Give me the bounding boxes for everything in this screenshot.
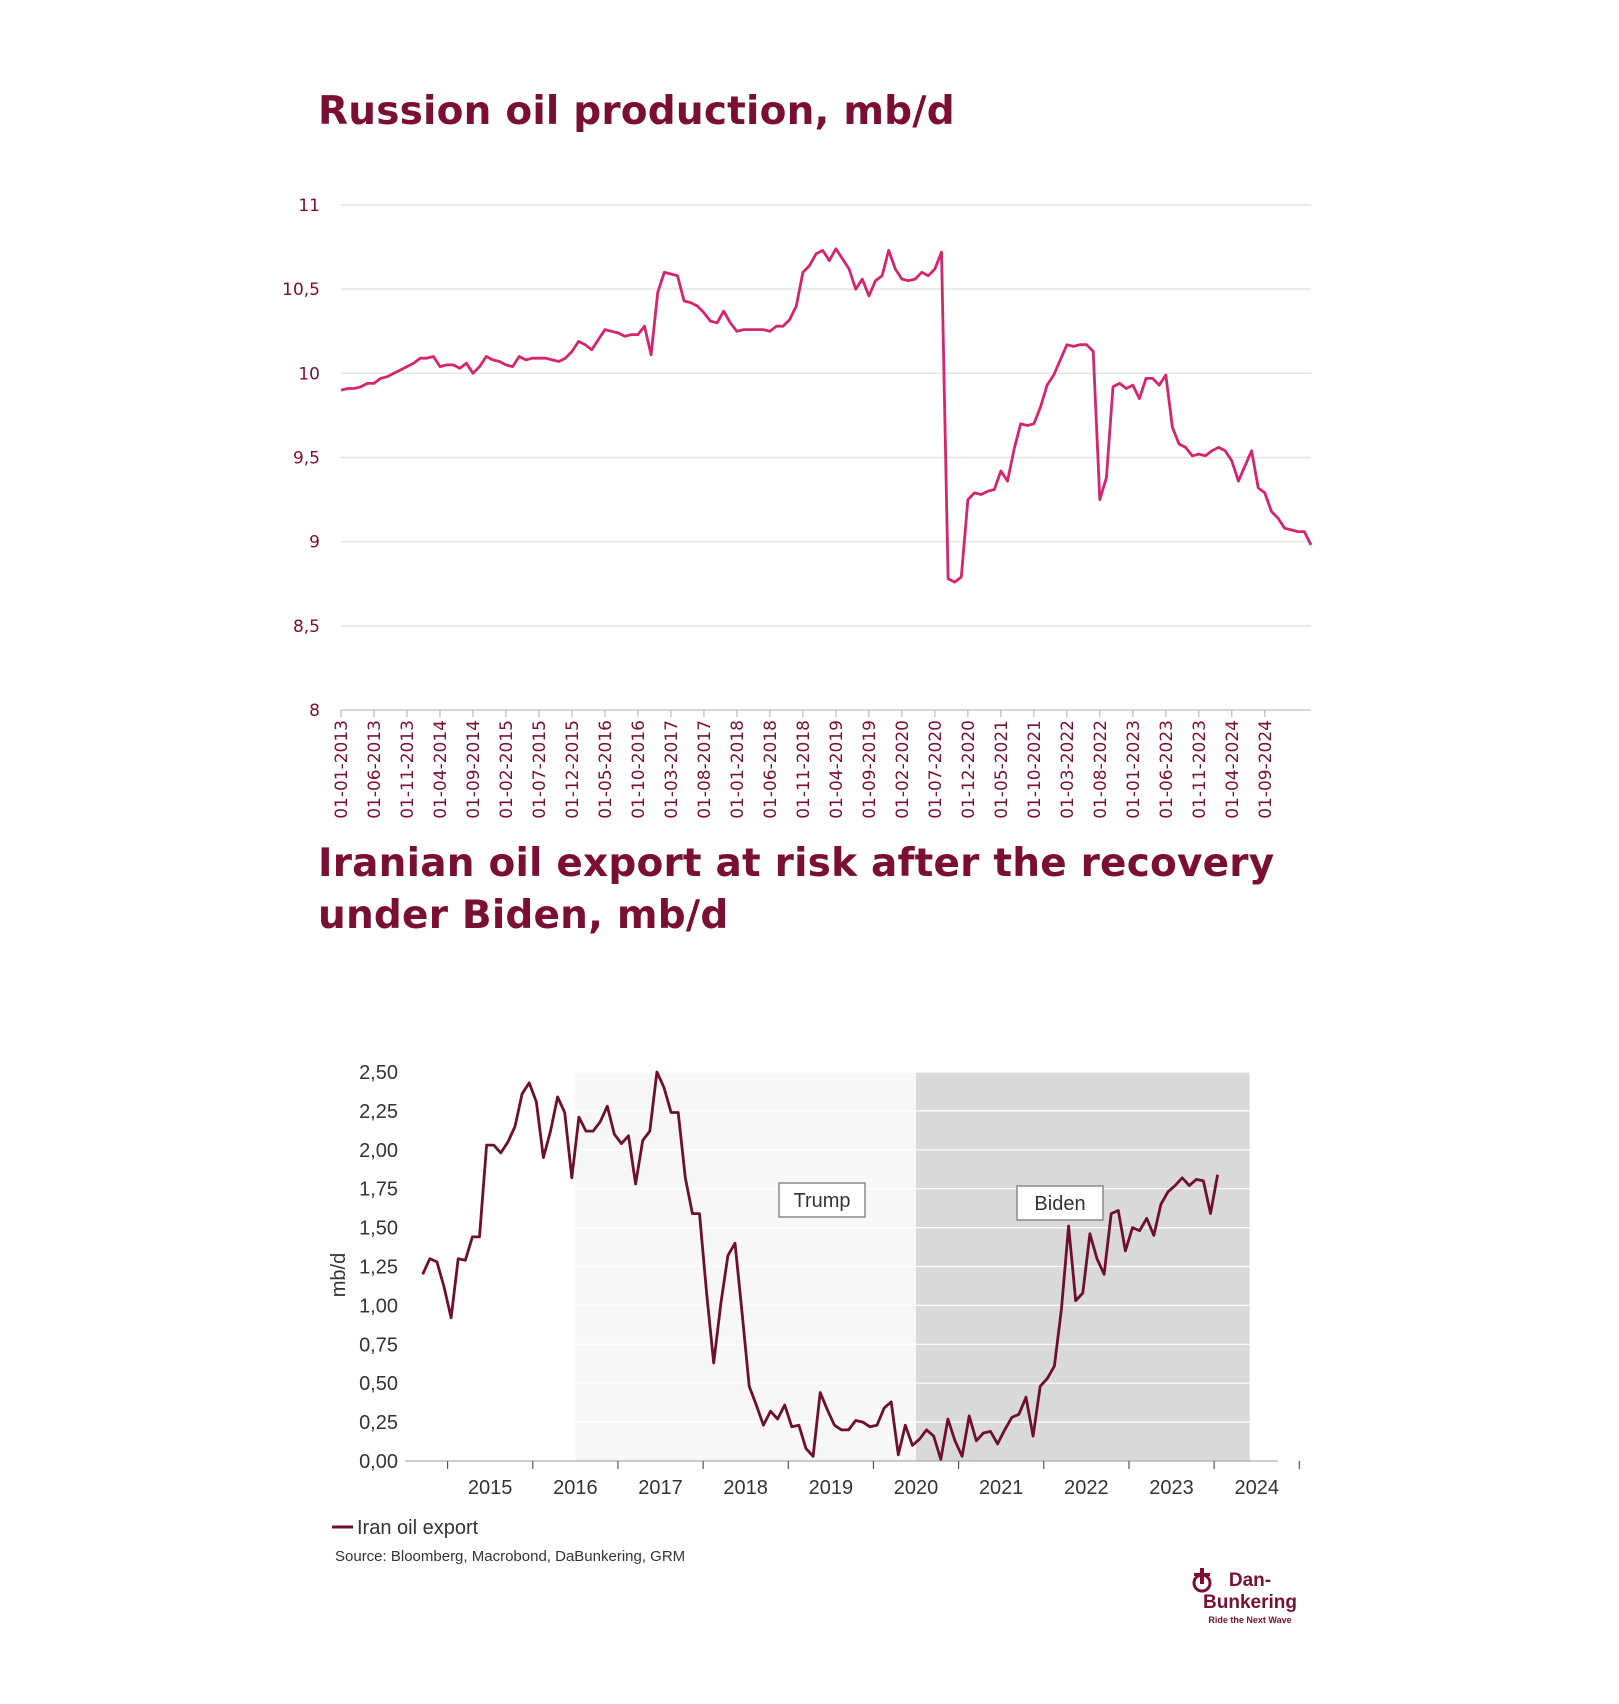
y-tick-label: 2,25 bbox=[359, 1101, 398, 1123]
y-tick-label: 8 bbox=[309, 701, 320, 721]
x-tick-label: 01-04-2024 bbox=[1223, 720, 1243, 819]
x-tick-label: 01-01-2023 bbox=[1124, 720, 1144, 819]
x-tick-label: 01-07-2015 bbox=[530, 720, 550, 819]
y-tick-label: 10,5 bbox=[282, 280, 320, 300]
x-tick-label: 01-12-2020 bbox=[959, 720, 979, 819]
legend-label: Iran oil export bbox=[357, 1517, 479, 1539]
x-tick-label: 01-06-2023 bbox=[1157, 720, 1177, 819]
y-tick-label: 2,00 bbox=[359, 1140, 398, 1162]
x-tick-label: 2019 bbox=[809, 1477, 854, 1499]
x-tick-label: 01-01-2018 bbox=[728, 720, 748, 819]
x-tick-label: 2016 bbox=[553, 1477, 598, 1499]
x-tick-label: 01-03-2022 bbox=[1058, 720, 1078, 819]
y-tick-label: 0,25 bbox=[359, 1412, 398, 1434]
anchor-logo-icon bbox=[1192, 1568, 1212, 1593]
x-tick-label: 01-10-2016 bbox=[629, 720, 649, 819]
source-note: Source: Bloomberg, Macrobond, DaBunkerin… bbox=[335, 1548, 686, 1565]
x-tick-label: 2020 bbox=[894, 1477, 939, 1499]
period-label-biden: Biden bbox=[1034, 1193, 1085, 1215]
x-tick-label: 2023 bbox=[1149, 1477, 1194, 1499]
x-tick-label: 01-09-2014 bbox=[464, 720, 484, 819]
x-tick-label: 01-07-2020 bbox=[926, 720, 946, 819]
x-tick-label: 01-04-2019 bbox=[827, 720, 847, 819]
y-tick-label: 1,50 bbox=[359, 1218, 398, 1240]
series-line-iran bbox=[421, 1070, 1219, 1461]
x-tick-label: 01-11-2013 bbox=[398, 720, 418, 819]
x-tick-label: 01-01-2013 bbox=[332, 720, 352, 819]
x-tick-label: 01-06-2018 bbox=[761, 720, 781, 819]
chart2-title: Iranian oil export at risk after the rec… bbox=[318, 841, 1275, 938]
period-label-box bbox=[778, 1182, 866, 1218]
y-tick-label: 1,75 bbox=[359, 1179, 398, 1201]
period-label-trump: Trump bbox=[793, 1190, 850, 1212]
x-tick-label: 01-08-2017 bbox=[695, 720, 715, 819]
x-tick-label: 01-06-2013 bbox=[365, 720, 385, 819]
russia-production-chart: 8 8,5 9 9,5 10 10,5 11 01-01-2013 01-06-2013 01-1… bbox=[282, 196, 1313, 819]
x-tick-label: 01-09-2024 bbox=[1256, 720, 1276, 819]
x-tick-label: 01-05-2021 bbox=[992, 720, 1012, 819]
x-tick-label: 2022 bbox=[1064, 1477, 1109, 1499]
y-tick-label: 8,5 bbox=[293, 617, 320, 637]
x-tick-label: 01-12-2015 bbox=[563, 720, 583, 819]
logo-tagline: Ride the Next Wave bbox=[1208, 1615, 1292, 1625]
x-tick-label: 01-11-2018 bbox=[794, 720, 814, 819]
x-tick-label: 01-11-2023 bbox=[1190, 720, 1210, 819]
y-tick-label: 1,25 bbox=[359, 1257, 398, 1279]
x-tick-label: 01-09-2019 bbox=[860, 720, 880, 819]
period-label-box bbox=[1016, 1185, 1104, 1221]
x-tick-label: 01-02-2020 bbox=[893, 720, 913, 819]
x-tick-label: 01-03-2017 bbox=[662, 720, 682, 819]
x-tick-label: 01-05-2016 bbox=[596, 720, 616, 819]
x-tick-label: 2024 bbox=[1234, 1477, 1279, 1499]
x-tick-label: 2015 bbox=[468, 1477, 513, 1499]
x-tick-label: 01-02-2015 bbox=[497, 720, 517, 819]
y-tick-label: 2,50 bbox=[359, 1062, 398, 1084]
x-tick-label: 01-08-2022 bbox=[1091, 720, 1111, 819]
x-tick-label: 2021 bbox=[979, 1477, 1024, 1499]
y-tick-label: 11 bbox=[298, 196, 320, 216]
x-tick-label: 01-10-2021 bbox=[1025, 720, 1045, 819]
dan-bunkering-logo: Dan-Bunkering Ride the Next Wave bbox=[1185, 1568, 1315, 1625]
y-tick-label: 1,00 bbox=[359, 1295, 398, 1317]
y-tick-label: 0,50 bbox=[359, 1373, 398, 1395]
logo-brand: Dan-Bunkering bbox=[1203, 1570, 1297, 1613]
x-tick-label: 01-04-2014 bbox=[431, 720, 451, 819]
x-tick-label: 2018 bbox=[723, 1477, 768, 1499]
y-axis-title: mb/d bbox=[328, 1253, 350, 1297]
chart1-title: Russion oil production, mb/d bbox=[318, 89, 955, 134]
x-tick-label: 2017 bbox=[638, 1477, 683, 1499]
y-tick-label: 10 bbox=[298, 364, 320, 384]
y-tick-label: 0,00 bbox=[359, 1451, 398, 1473]
y-tick-label: 9,5 bbox=[293, 449, 320, 469]
y-tick-label: 0,75 bbox=[359, 1334, 398, 1356]
y-tick-label: 9 bbox=[309, 533, 320, 553]
series-line-russia bbox=[340, 247, 1313, 584]
